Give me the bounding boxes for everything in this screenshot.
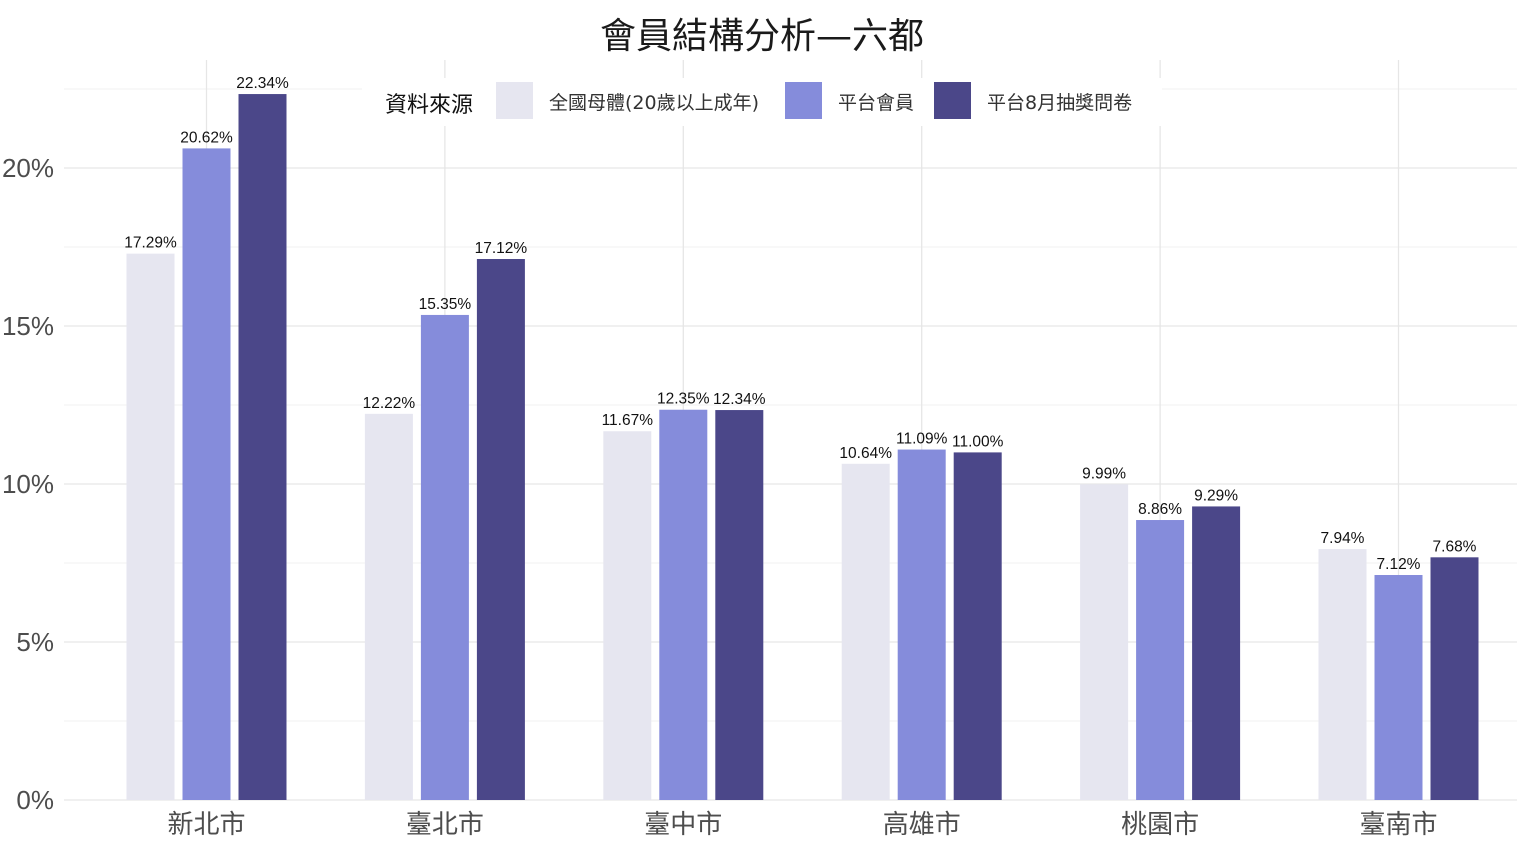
data-label: 8.86%	[1138, 501, 1182, 518]
bar	[126, 253, 175, 801]
legend-key	[496, 82, 533, 119]
y-tick-label: 0%	[16, 785, 54, 815]
data-label: 9.29%	[1194, 487, 1238, 504]
data-label: 22.34%	[236, 75, 289, 92]
y-axis: 0% 5% 10% 15% 20%	[2, 153, 54, 815]
bar	[953, 452, 1002, 800]
x-tick-label: 高雄市	[883, 810, 961, 840]
bar	[897, 449, 946, 800]
bar	[1430, 557, 1479, 800]
bar	[476, 259, 525, 800]
legend-key	[934, 82, 971, 119]
y-tick-label: 15%	[2, 311, 54, 341]
data-label: 11.67%	[602, 412, 654, 429]
data-label: 11.09%	[896, 431, 948, 448]
bar	[841, 463, 890, 800]
y-tick-label: 20%	[2, 153, 54, 183]
data-label: 7.12%	[1377, 556, 1421, 573]
data-label: 10.64%	[839, 445, 892, 462]
legend-title: 資料來源	[385, 93, 473, 118]
x-tick-label: 新北市	[167, 810, 245, 840]
data-label: 7.68%	[1433, 538, 1477, 555]
x-tick-label: 臺南市	[1359, 810, 1437, 840]
data-label: 12.35%	[657, 391, 710, 408]
data-labels: 17.29% 20.62% 22.34% 12.22% 15.35% 17.12% 11.6…	[124, 75, 1476, 573]
data-label: 12.22%	[363, 395, 416, 412]
bar	[1136, 520, 1185, 800]
data-label: 17.12%	[475, 240, 528, 257]
bar	[1080, 484, 1129, 800]
x-tick-label: 臺北市	[406, 810, 484, 840]
legend: 資料來源 全國母體(20歲以上成年) 平台會員 平台8月抽獎問卷	[362, 78, 1162, 126]
y-tick-label: 10%	[2, 469, 54, 499]
bar	[364, 413, 413, 800]
bar	[603, 431, 652, 800]
bar	[182, 148, 231, 800]
data-label: 20.62%	[180, 129, 233, 146]
x-axis: 新北市 臺北市 臺中市 高雄市 桃園市 臺南市	[167, 810, 1437, 840]
bar	[1318, 549, 1367, 800]
legend-label: 平台會員	[838, 92, 914, 114]
data-label: 15.35%	[419, 296, 472, 313]
data-label: 17.29%	[124, 235, 177, 252]
bars	[126, 94, 1479, 801]
data-label: 7.94%	[1321, 530, 1365, 547]
data-label: 12.34%	[713, 391, 766, 408]
bar	[1374, 575, 1423, 800]
x-tick-label: 臺中市	[644, 810, 722, 840]
legend-label: 全國母體(20歲以上成年)	[549, 92, 759, 114]
chart-title: 會員結構分析—六都	[600, 16, 924, 57]
legend-key	[785, 82, 822, 119]
legend-label: 平台8月抽獎問卷	[987, 92, 1132, 114]
data-label: 11.00%	[952, 433, 1004, 450]
data-label: 9.99%	[1082, 465, 1126, 482]
bar	[420, 314, 469, 800]
y-tick-label: 5%	[16, 627, 54, 657]
bar	[238, 94, 287, 800]
legend-background	[362, 78, 1162, 126]
bar	[1192, 506, 1241, 800]
bar	[659, 409, 708, 800]
x-tick-label: 桃園市	[1121, 810, 1199, 840]
bar	[715, 410, 764, 800]
